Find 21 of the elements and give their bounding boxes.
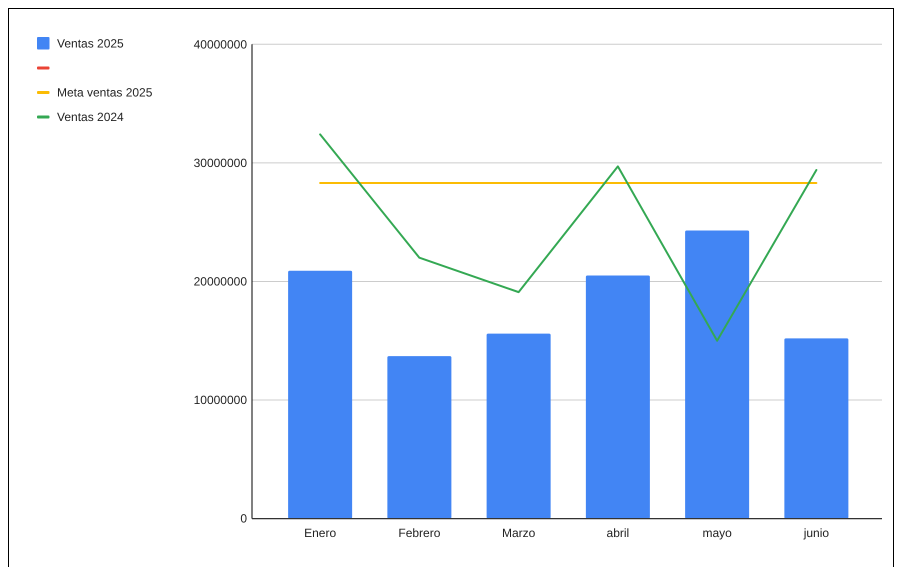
x-tick-label: Marzo [502, 526, 536, 540]
legend-label: Ventas 2024 [57, 110, 124, 124]
x-tick-label: abril [606, 526, 630, 540]
y-tick-label: 10000000 [194, 393, 248, 408]
bar [685, 230, 750, 519]
x-tick-label: Enero [304, 526, 336, 540]
bar [586, 276, 650, 519]
y-tick-label: 20000000 [194, 274, 248, 288]
bar [288, 270, 352, 519]
y-tick-label: 30000000 [194, 156, 248, 170]
x-tick-label: Febrero [398, 526, 441, 540]
legend-label: Ventas 2025 [57, 36, 124, 50]
line-series [319, 133, 818, 342]
y-tick-label: 0 [240, 512, 248, 526]
bar [784, 338, 848, 519]
y-tick-label: 40000000 [194, 37, 248, 52]
x-tick-label: mayo [702, 526, 732, 540]
x-tick-label: junio [802, 526, 830, 540]
bar [387, 356, 452, 519]
legend-label: Meta ventas 2025 [57, 86, 153, 100]
bar [486, 334, 551, 519]
